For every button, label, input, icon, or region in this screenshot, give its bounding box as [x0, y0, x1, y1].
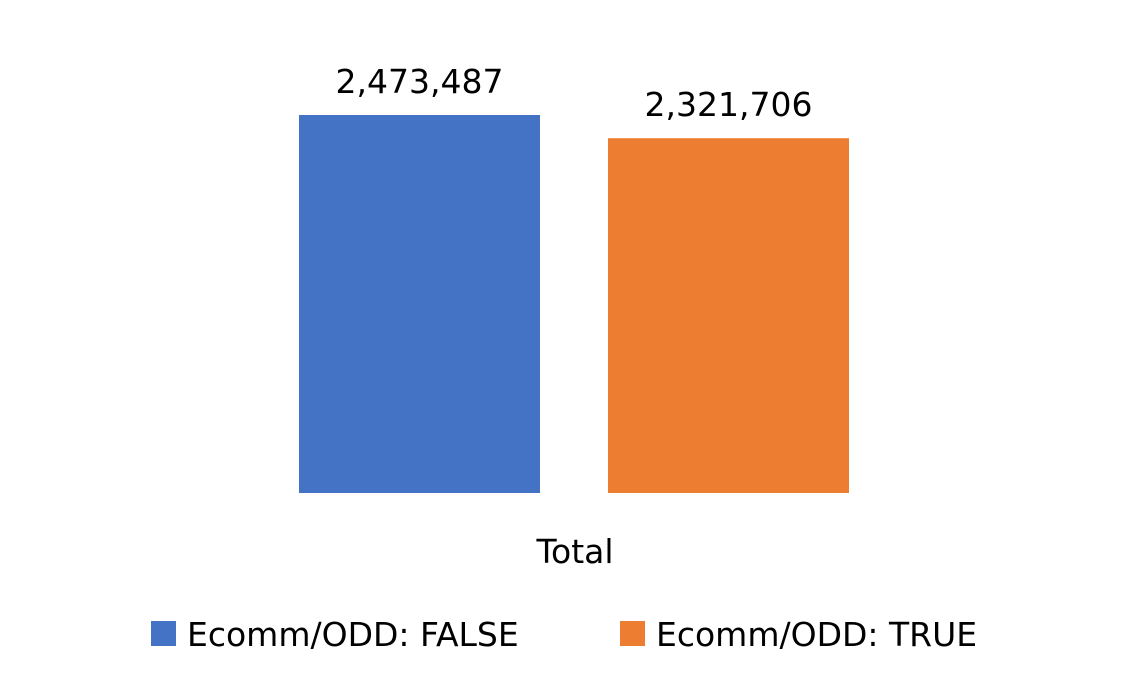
legend-item-false[interactable]: Ecomm/ODD: FALSE — [151, 615, 519, 654]
legend-swatch-false — [151, 621, 176, 646]
data-label-false: 2,473,487 — [336, 62, 504, 101]
legend-item-true[interactable]: Ecomm/ODD: TRUE — [620, 615, 977, 654]
bar-true[interactable] — [608, 138, 849, 493]
data-label-true: 2,321,706 — [645, 85, 813, 124]
bar-false[interactable] — [299, 115, 540, 493]
plot-area: 2,473,487 2,321,706 — [299, 62, 849, 493]
category-label-total: Total — [535, 532, 613, 571]
legend-swatch-true — [620, 621, 645, 646]
legend: Ecomm/ODD: FALSE Ecomm/ODD: TRUE — [151, 615, 977, 654]
legend-label-true: Ecomm/ODD: TRUE — [656, 615, 977, 654]
legend-label-false: Ecomm/ODD: FALSE — [187, 615, 519, 654]
